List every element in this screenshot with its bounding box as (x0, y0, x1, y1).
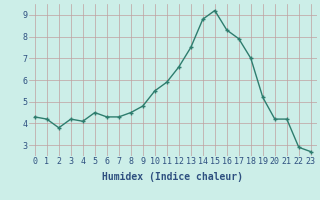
X-axis label: Humidex (Indice chaleur): Humidex (Indice chaleur) (102, 172, 243, 182)
